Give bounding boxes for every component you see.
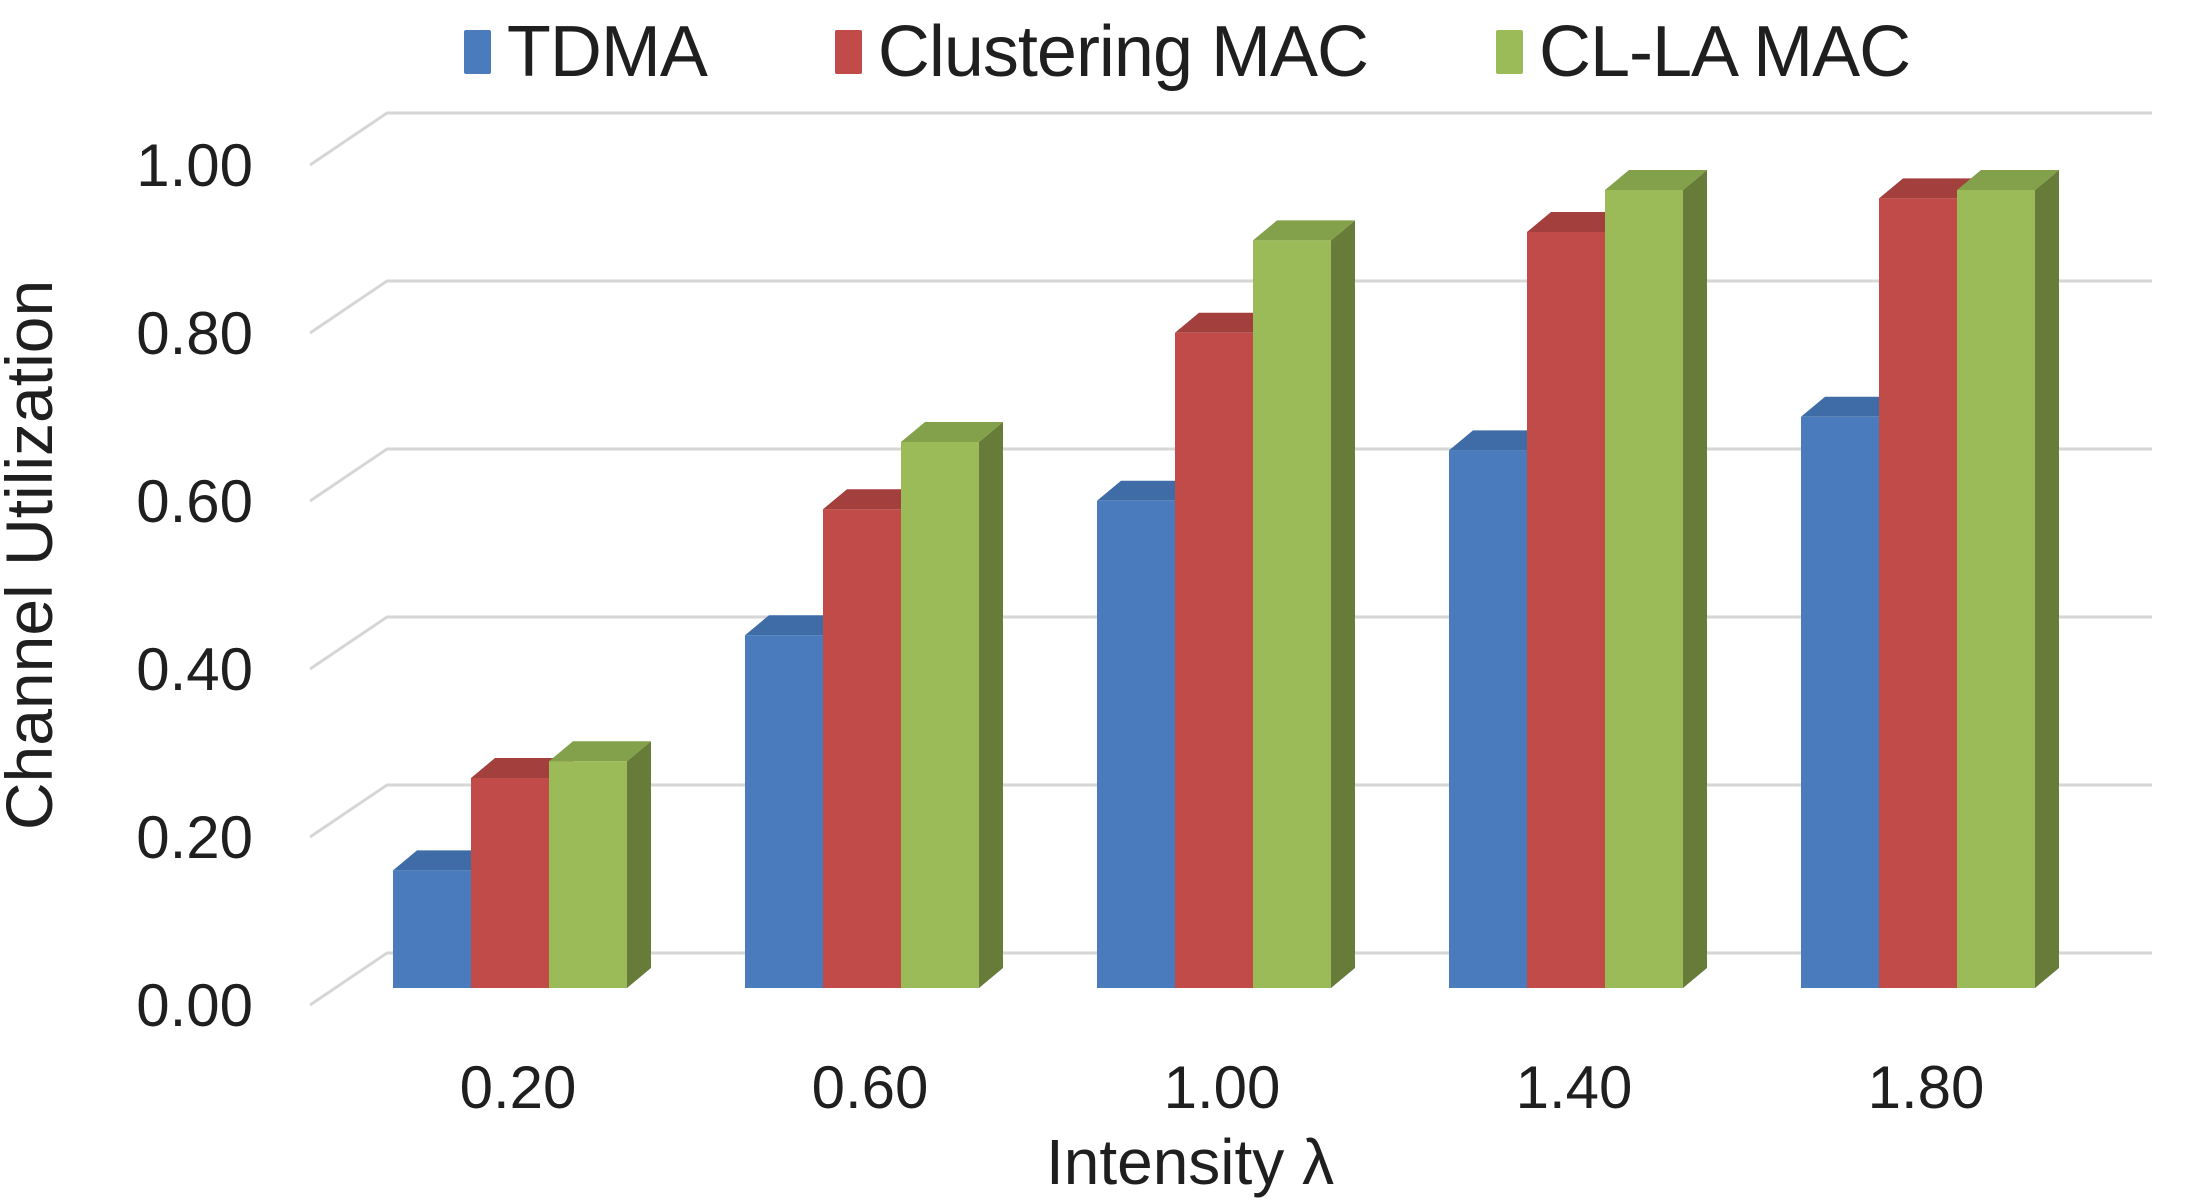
bar-top-TDMA-1.80	[1801, 396, 1903, 417]
bar-Clustering MAC-0.60	[823, 509, 901, 988]
bar-top-TDMA-0.60	[745, 615, 847, 636]
bar-Clustering MAC-1.40	[1527, 232, 1605, 988]
bar-side-CL-LA MAC-0.60	[979, 422, 1003, 988]
bar-TDMA-1.80	[1801, 416, 1879, 988]
y-tick-label-0.60: 0.60	[136, 468, 253, 535]
bar-CL-LA MAC-1.40	[1605, 190, 1683, 988]
bar-CL-LA MAC-0.60	[901, 442, 979, 988]
bar-side-CL-LA MAC-0.20	[627, 741, 651, 988]
y-tick-label-0.80: 0.80	[136, 300, 253, 367]
x-tick-label-0.60: 0.60	[812, 1054, 929, 1121]
y-axis-title: Channel Utilization	[0, 280, 66, 830]
bar-top-Clustering MAC-1.00	[1175, 312, 1277, 333]
bar-side-CL-LA MAC-1.40	[1683, 170, 1707, 988]
y-tick-label-1.00: 1.00	[136, 132, 253, 199]
bar-TDMA-1.40	[1449, 450, 1527, 988]
bar-Clustering MAC-1.80	[1879, 198, 1957, 988]
bar-top-Clustering MAC-1.40	[1527, 212, 1629, 232]
bar-top-CL-LA MAC-1.40	[1605, 170, 1707, 190]
y-tick-label-0.40: 0.40	[136, 636, 253, 703]
x-axis-title: Intensity λ	[1046, 1126, 1334, 1198]
bar-top-CL-LA MAC-0.60	[901, 422, 1003, 442]
bar-TDMA-0.20	[393, 870, 471, 988]
bar-top-TDMA-0.20	[393, 850, 495, 871]
bar-top-CL-LA MAC-1.80	[1957, 170, 2059, 190]
bar-top-CL-LA MAC-1.00	[1253, 220, 1355, 241]
bar-Clustering MAC-1.00	[1175, 332, 1253, 988]
y-tick-label-0.20: 0.20	[136, 804, 253, 871]
bar-top-Clustering MAC-0.60	[823, 489, 925, 510]
x-tick-label-1.40: 1.40	[1516, 1054, 1633, 1121]
bar-top-Clustering MAC-1.80	[1879, 178, 1981, 199]
bar-side-CL-LA MAC-1.00	[1331, 220, 1355, 988]
x-tick-label-1.80: 1.80	[1868, 1054, 1985, 1121]
bar-top-TDMA-1.40	[1449, 430, 1551, 451]
bar-CL-LA MAC-1.00	[1253, 240, 1331, 988]
x-tick-label-1.00: 1.00	[1164, 1054, 1281, 1121]
bar-TDMA-0.60	[745, 635, 823, 988]
bar-top-TDMA-1.00	[1097, 480, 1199, 501]
gridline-1.00	[309, 111, 2152, 167]
bar-CL-LA MAC-1.80	[1957, 190, 2035, 988]
y-tick-label-0.00: 0.00	[136, 972, 253, 1039]
bar-top-Clustering MAC-0.20	[471, 758, 573, 778]
x-tick-label-0.20: 0.20	[460, 1054, 577, 1121]
bar-CL-LA MAC-0.20	[549, 761, 627, 988]
bar-TDMA-1.00	[1097, 500, 1175, 988]
bar-Clustering MAC-0.20	[471, 778, 549, 988]
bar-top-CL-LA MAC-0.20	[549, 741, 651, 762]
bar-side-CL-LA MAC-1.80	[2035, 170, 2059, 988]
